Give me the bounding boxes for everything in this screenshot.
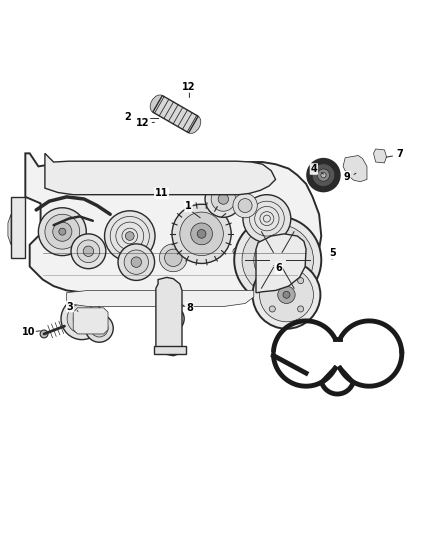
Text: 11: 11 — [155, 188, 168, 198]
Circle shape — [277, 284, 283, 289]
Circle shape — [242, 232, 249, 239]
Circle shape — [283, 292, 290, 298]
Polygon shape — [374, 149, 387, 163]
Polygon shape — [73, 308, 108, 334]
Circle shape — [71, 234, 106, 269]
Circle shape — [243, 195, 291, 243]
Circle shape — [218, 194, 229, 204]
Circle shape — [238, 199, 252, 213]
Circle shape — [269, 306, 276, 312]
Circle shape — [172, 204, 231, 263]
Circle shape — [251, 263, 257, 270]
Bar — [154, 346, 186, 353]
Text: 12: 12 — [182, 82, 195, 92]
Circle shape — [124, 250, 148, 274]
Text: 1: 1 — [185, 201, 192, 212]
Circle shape — [67, 304, 97, 334]
Circle shape — [233, 248, 240, 255]
Polygon shape — [256, 234, 306, 293]
Circle shape — [318, 169, 329, 181]
Text: 7: 7 — [397, 149, 403, 159]
Circle shape — [164, 311, 171, 318]
Circle shape — [61, 298, 103, 340]
Polygon shape — [153, 95, 198, 133]
Circle shape — [105, 211, 155, 261]
Circle shape — [78, 315, 85, 322]
Ellipse shape — [186, 116, 201, 133]
Circle shape — [180, 212, 223, 256]
Polygon shape — [156, 277, 182, 356]
Circle shape — [273, 256, 282, 264]
Circle shape — [321, 173, 326, 177]
Circle shape — [85, 314, 113, 342]
Text: 9: 9 — [343, 172, 350, 182]
Circle shape — [165, 249, 182, 266]
Circle shape — [191, 223, 212, 245]
Polygon shape — [67, 290, 254, 306]
Circle shape — [118, 244, 155, 280]
Circle shape — [260, 284, 265, 289]
Circle shape — [350, 163, 364, 177]
Circle shape — [197, 230, 206, 238]
Text: 2: 2 — [124, 112, 131, 122]
Circle shape — [91, 320, 108, 337]
Polygon shape — [11, 197, 25, 258]
Text: 4: 4 — [311, 164, 317, 174]
Circle shape — [164, 324, 171, 331]
Circle shape — [40, 330, 48, 338]
Circle shape — [297, 306, 304, 312]
Circle shape — [53, 222, 72, 241]
Circle shape — [253, 261, 321, 329]
Circle shape — [268, 251, 287, 270]
Text: 6: 6 — [276, 263, 283, 273]
Text: 8: 8 — [186, 303, 193, 313]
Circle shape — [307, 158, 340, 192]
Circle shape — [297, 278, 304, 284]
Circle shape — [73, 310, 91, 327]
Circle shape — [278, 286, 295, 303]
Text: 5: 5 — [329, 248, 336, 259]
Polygon shape — [8, 214, 11, 245]
Text: 3: 3 — [67, 302, 74, 312]
Circle shape — [254, 236, 302, 284]
Circle shape — [164, 298, 171, 305]
Circle shape — [288, 251, 293, 256]
Polygon shape — [343, 156, 367, 182]
Circle shape — [205, 181, 242, 217]
Circle shape — [233, 193, 257, 218]
Text: 10: 10 — [21, 327, 35, 337]
Circle shape — [83, 246, 94, 256]
Circle shape — [268, 284, 274, 289]
Circle shape — [259, 268, 314, 322]
Circle shape — [354, 166, 361, 173]
Circle shape — [159, 244, 187, 272]
Circle shape — [131, 257, 141, 268]
Circle shape — [45, 214, 80, 249]
Circle shape — [39, 208, 86, 256]
Text: 12: 12 — [136, 118, 150, 128]
Circle shape — [77, 240, 100, 263]
Circle shape — [312, 164, 335, 187]
Circle shape — [59, 228, 66, 235]
Circle shape — [164, 337, 171, 344]
Circle shape — [163, 311, 179, 327]
Circle shape — [168, 315, 175, 322]
Circle shape — [95, 325, 103, 332]
Polygon shape — [45, 154, 276, 195]
Circle shape — [259, 251, 264, 256]
Ellipse shape — [150, 95, 165, 113]
Polygon shape — [25, 154, 321, 293]
Circle shape — [269, 278, 276, 284]
Circle shape — [234, 216, 321, 303]
Circle shape — [158, 305, 184, 332]
Circle shape — [125, 232, 134, 240]
Circle shape — [211, 187, 236, 211]
Circle shape — [242, 224, 314, 296]
